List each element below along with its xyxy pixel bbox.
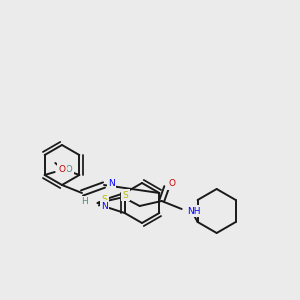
Text: O: O — [59, 164, 66, 173]
Text: S: S — [123, 190, 128, 200]
Text: N: N — [101, 202, 108, 211]
Text: O: O — [168, 179, 175, 188]
Text: HO: HO — [59, 166, 72, 175]
Text: S: S — [102, 195, 107, 204]
Text: NH: NH — [187, 206, 200, 215]
Text: H: H — [81, 197, 87, 206]
Text: N: N — [108, 178, 115, 188]
